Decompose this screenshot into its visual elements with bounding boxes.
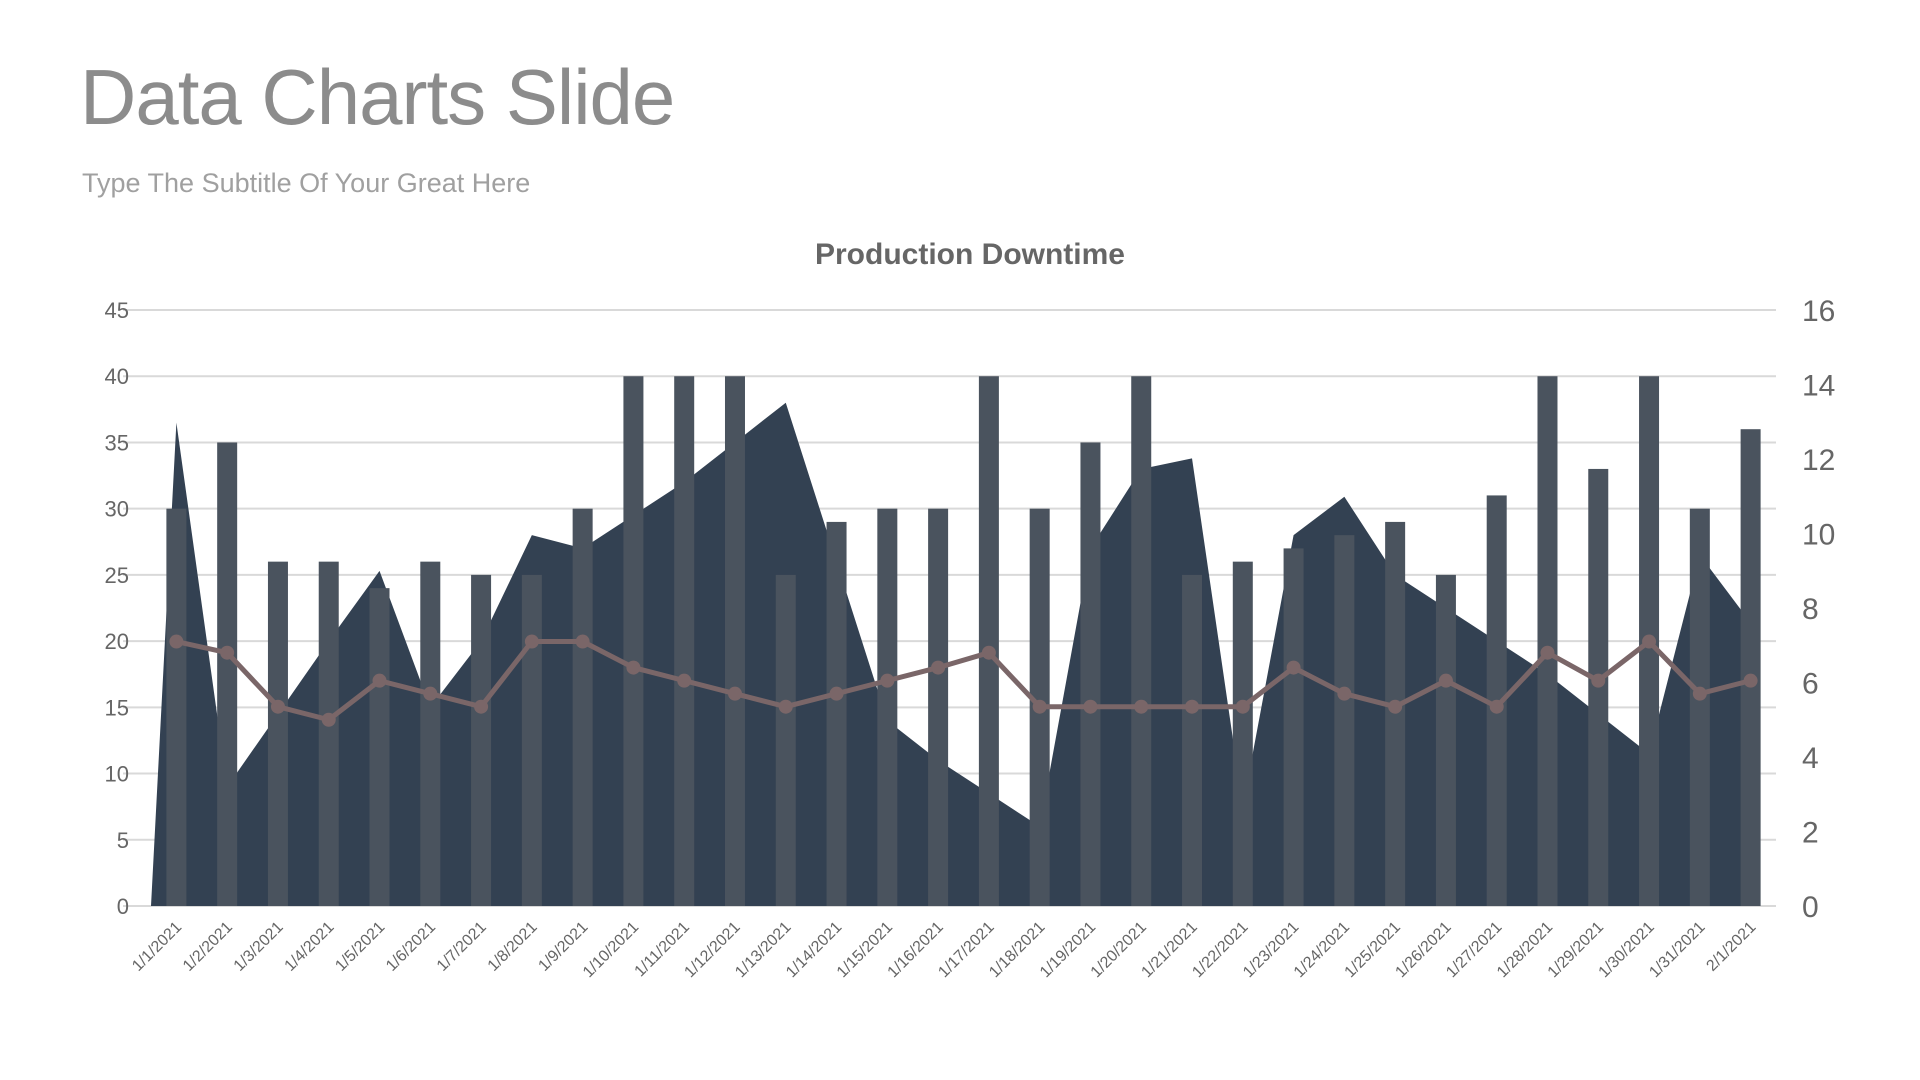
y2-tick-label: 10 — [1802, 519, 1835, 552]
bar — [724, 376, 745, 906]
y2-tick-label: 4 — [1802, 742, 1819, 775]
y2-tick-label: 16 — [1802, 295, 1835, 328]
area-fill — [151, 402, 1751, 906]
line-point — [220, 645, 235, 660]
bar — [1334, 535, 1355, 906]
bar — [1182, 574, 1203, 906]
y-tick-label: 30 — [105, 497, 129, 522]
line-point — [829, 686, 844, 701]
bar — [1537, 376, 1558, 906]
chart-title: Production Downtime — [815, 238, 1125, 271]
line-point — [727, 686, 742, 701]
line-point — [1743, 673, 1758, 688]
bar — [928, 508, 949, 906]
line-point — [372, 673, 387, 688]
bar-series — [166, 376, 1761, 906]
y-tick-label: 15 — [105, 695, 129, 720]
line-point — [1032, 699, 1047, 714]
bar — [420, 561, 441, 906]
bar — [1740, 429, 1761, 906]
line-point — [1286, 660, 1301, 675]
bar — [369, 588, 390, 906]
y-tick-label: 35 — [105, 430, 129, 455]
x-tick-label: 1/5/2021 — [332, 919, 388, 975]
line-point — [270, 699, 285, 714]
line-point — [1642, 634, 1657, 649]
bar — [1283, 548, 1304, 906]
line-point — [1388, 699, 1403, 714]
y-tick-label: 25 — [105, 563, 129, 588]
line-point — [524, 634, 539, 649]
y-tick-label: 10 — [105, 762, 129, 787]
line-point — [778, 699, 793, 714]
line-point — [677, 673, 692, 688]
x-tick-label: 1/1/2021 — [129, 919, 185, 975]
line-point — [423, 686, 438, 701]
bar — [572, 508, 593, 906]
line-series — [169, 634, 1758, 727]
bar — [623, 376, 644, 906]
y-tick-label: 45 — [105, 298, 129, 323]
bar — [1080, 442, 1101, 906]
bar — [1385, 521, 1406, 906]
x-tick-label: 1/31/2021 — [1646, 919, 1708, 981]
y2-tick-label: 12 — [1802, 444, 1835, 477]
bar — [775, 574, 796, 906]
line-point — [931, 660, 946, 675]
slide-subtitle: Type The Subtitle Of Your Great Here — [82, 168, 531, 198]
bar — [826, 521, 847, 906]
x-tick-label: 1/2/2021 — [180, 919, 236, 975]
line-point — [321, 712, 336, 727]
line-point — [981, 645, 996, 660]
line-point — [1591, 673, 1606, 688]
x-tick-label: 1/3/2021 — [231, 919, 287, 975]
y-tick-label: 40 — [105, 364, 129, 389]
y-tick-label: 20 — [105, 629, 129, 654]
bar — [674, 376, 695, 906]
line-point — [1540, 645, 1555, 660]
line-point — [474, 699, 489, 714]
y-tick-label: 5 — [117, 828, 129, 853]
y2-tick-label: 14 — [1802, 370, 1835, 403]
line-point — [1438, 673, 1453, 688]
x-tick-label: 1/7/2021 — [434, 919, 490, 975]
line-point — [880, 673, 895, 688]
y2-tick-label: 6 — [1802, 668, 1819, 701]
bar — [217, 442, 238, 906]
bar — [1232, 561, 1253, 906]
bar — [978, 376, 999, 906]
bar — [1131, 376, 1152, 906]
line-point — [575, 634, 590, 649]
line-path — [175, 639, 1752, 723]
line-point — [1235, 699, 1250, 714]
bar — [1689, 508, 1710, 906]
line-point — [1134, 699, 1149, 714]
line-point — [1083, 699, 1098, 714]
bar — [1435, 574, 1456, 906]
x-tick-label: 1/6/2021 — [383, 919, 439, 975]
line-point — [1692, 686, 1707, 701]
x-tick-label: 1/8/2021 — [485, 919, 541, 975]
x-tick-label: 2/1/2021 — [1703, 919, 1759, 975]
y2-tick-label: 2 — [1802, 817, 1819, 850]
area-series — [151, 402, 1751, 906]
slide-title: Data Charts Slide — [80, 53, 675, 141]
x-tick-label: 1/4/2021 — [282, 919, 338, 975]
bar — [267, 561, 288, 906]
line-point — [1337, 686, 1352, 701]
bar — [318, 561, 339, 906]
y2-tick-label: 0 — [1802, 891, 1819, 924]
bar — [166, 508, 187, 906]
line-point — [626, 660, 641, 675]
line-point — [1489, 699, 1504, 714]
bar — [521, 574, 542, 906]
bar — [471, 574, 492, 906]
y2-tick-label: 8 — [1802, 593, 1819, 626]
line-point — [169, 634, 184, 649]
bar — [877, 508, 898, 906]
y-tick-label: 0 — [117, 894, 129, 919]
line-point — [1185, 699, 1200, 714]
x-tick-label: 1/10/2021 — [580, 919, 642, 981]
